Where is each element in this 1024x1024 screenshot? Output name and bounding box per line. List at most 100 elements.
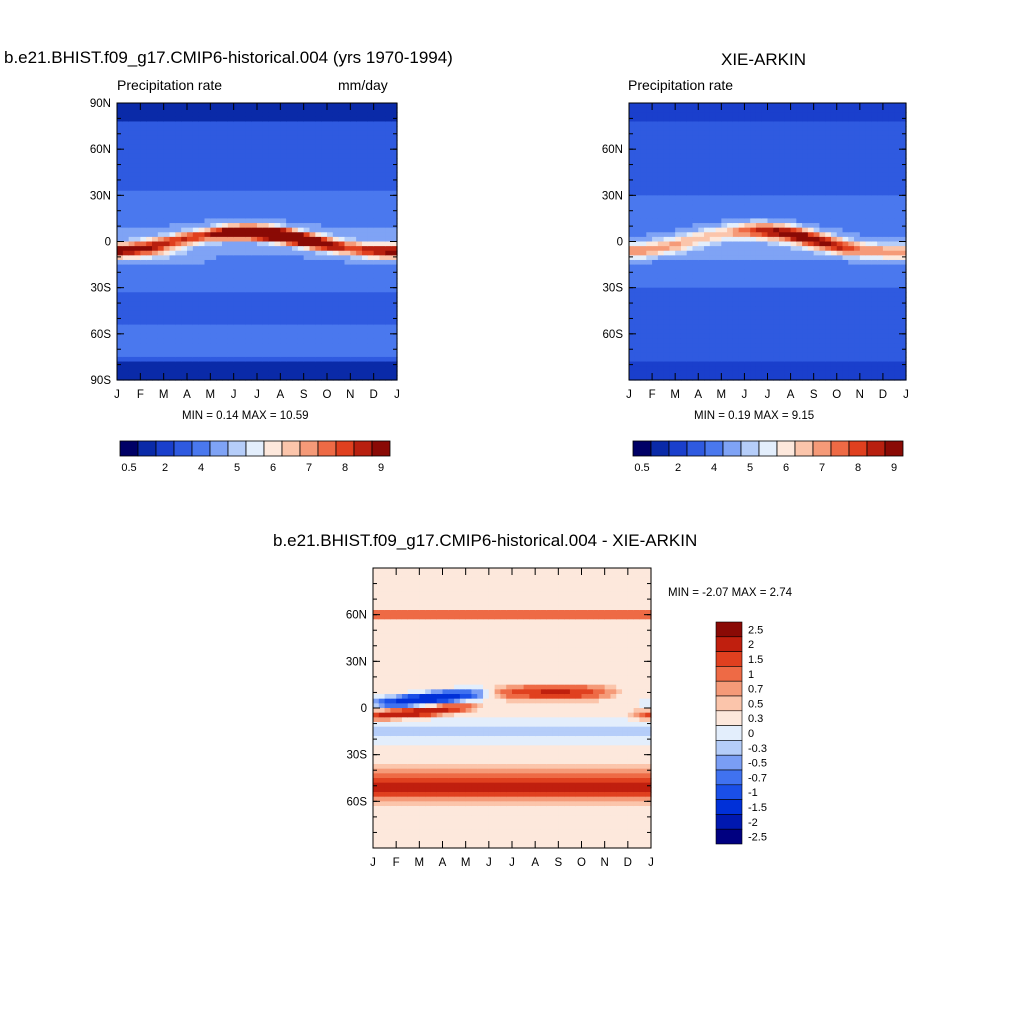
heatmap-cell (709, 121, 717, 127)
heatmap-cell (373, 158, 381, 164)
heatmap-cell (738, 172, 746, 178)
heatmap-cell (157, 283, 165, 289)
heatmap-cell (233, 315, 241, 321)
heatmap-cell (692, 255, 699, 261)
heatmap-cell (652, 167, 659, 173)
heatmap-cell (807, 292, 815, 298)
heatmap-cell (807, 315, 815, 321)
heatmap-cell (750, 255, 757, 261)
heatmap-cell (698, 296, 705, 303)
heatmap-cell (367, 153, 375, 159)
heatmap-cell (709, 181, 717, 187)
heatmap-cell (245, 269, 252, 275)
heatmap-cell (773, 181, 780, 187)
heatmap-cell (157, 347, 165, 353)
heatmap-cell (344, 218, 351, 224)
heatmap-cell (385, 338, 392, 344)
heatmap-cell (140, 352, 147, 358)
heatmap-cell (391, 116, 398, 123)
heatmap-cell (327, 236, 334, 243)
heatmap-cell (262, 167, 270, 173)
heatmap-cell (663, 144, 670, 150)
heatmap-cell (216, 264, 223, 270)
heatmap-cell (755, 218, 763, 224)
heatmap-cell (198, 241, 206, 247)
heatmap-cell (634, 139, 642, 146)
heatmap-cell (738, 149, 746, 155)
heatmap-cell (721, 296, 728, 303)
heatmap-cell (379, 292, 386, 298)
heatmap-cell (227, 259, 235, 266)
heatmap-cell (367, 116, 375, 123)
heatmap-cell (163, 255, 171, 261)
heatmap-cell (767, 186, 774, 192)
heatmap-cell (140, 375, 147, 381)
heatmap-cell (222, 324, 229, 330)
heatmap-cell (292, 158, 299, 164)
heatmap-cell (332, 232, 340, 238)
heatmap-cell (373, 296, 381, 303)
heatmap-cell (239, 319, 246, 326)
heatmap-cell (163, 366, 171, 372)
heatmap-cell (280, 319, 287, 326)
heatmap-cell (692, 264, 699, 270)
heatmap-cell (675, 301, 682, 307)
heatmap-cell (379, 259, 386, 266)
heatmap-cell (796, 163, 803, 169)
heatmap-cell (807, 366, 815, 372)
heatmap-cell (732, 158, 740, 164)
heatmap-cell (784, 361, 792, 367)
heatmap-cell (738, 246, 746, 252)
heatmap-cell (222, 278, 229, 284)
heatmap-cell (303, 241, 311, 247)
heatmap-cell (204, 324, 211, 330)
heatmap-cell (715, 103, 722, 109)
heatmap-cell (750, 172, 757, 178)
heatmap-cell (732, 319, 740, 326)
heatmap-cell (750, 338, 757, 344)
heatmap-cell (175, 116, 182, 123)
heatmap-cell (157, 107, 165, 113)
heatmap-cell (210, 223, 217, 229)
heatmap-cell (773, 199, 780, 206)
heatmap-cell (233, 269, 241, 275)
heatmap-cell (779, 324, 786, 330)
heatmap-cell (204, 190, 211, 196)
heatmap-cell (646, 287, 653, 293)
heatmap-cell (152, 144, 159, 150)
heatmap-cell (146, 287, 153, 293)
heatmap-cell (280, 107, 287, 113)
heatmap-cell (715, 218, 722, 224)
heatmap-cell (134, 172, 141, 178)
heatmap-cell (268, 181, 276, 187)
heatmap-cell (152, 343, 159, 349)
heatmap-cell (692, 273, 699, 280)
heatmap-cell (128, 139, 136, 146)
heatmap-cell (204, 199, 211, 206)
heatmap-cell (117, 103, 124, 109)
heatmap-cell (239, 139, 246, 146)
heatmap-cell (669, 232, 676, 238)
heatmap-cell (204, 218, 211, 224)
heatmap-cell (686, 283, 694, 289)
heatmap-cell (332, 116, 340, 123)
heatmap-cell (233, 246, 241, 252)
heatmap-cell (157, 370, 165, 376)
heatmap-cell (813, 370, 821, 376)
heatmap-cell (629, 218, 636, 224)
heatmap-cell (715, 232, 722, 238)
heatmap-cell (192, 347, 200, 353)
heatmap-cell (262, 264, 270, 270)
heatmap-cell (222, 163, 229, 169)
heatmap-cell (251, 121, 258, 127)
heatmap-cell (663, 361, 670, 367)
heatmap-cell (187, 232, 194, 238)
heatmap-cell (704, 283, 711, 289)
heatmap-cell (140, 232, 147, 238)
colorbar-swatch (209, 440, 229, 457)
heatmap-cell (175, 287, 182, 293)
heatmap-cell (274, 209, 281, 215)
heatmap-cell (784, 116, 792, 123)
heatmap-cell (327, 333, 334, 340)
heatmap-cell (675, 144, 682, 150)
